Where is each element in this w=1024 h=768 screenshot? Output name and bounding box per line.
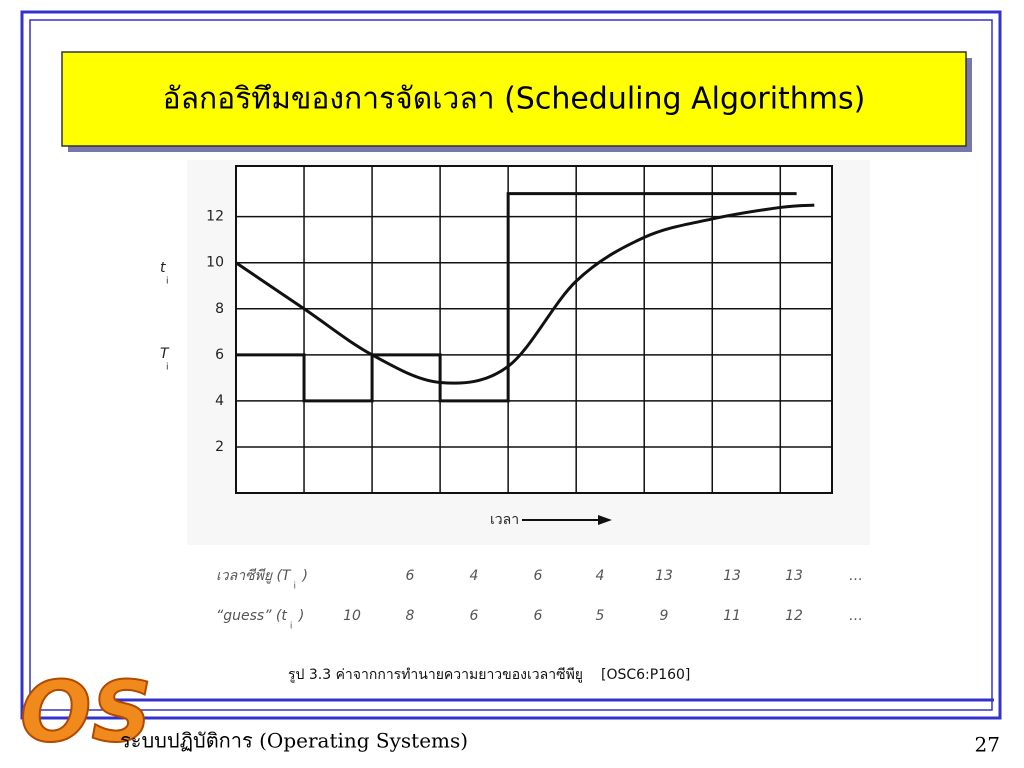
table-cell: 13 [655,568,673,584]
row-label: เวลาซีพียู (T [216,568,292,584]
data-line [236,192,797,403]
row-label: “guess” (t [216,608,287,624]
y-tick-label: 12 [206,209,224,225]
table-cell: 8 [406,608,415,624]
slide-border [20,10,1002,720]
y-tick-label: 2 [215,439,224,455]
table-cell: 10 [343,608,361,624]
table-cell: 9 [660,608,669,624]
page-number: 27 [975,733,1000,757]
table-cell: 6 [534,568,543,584]
table-cell: 4 [596,568,605,584]
table-cell: … [849,568,863,584]
table-cell: 6 [470,608,479,624]
row-label-subscript: i [290,622,293,632]
table-cell: 12 [785,608,803,624]
table-cell: 5 [596,608,605,624]
table-cell: 11 [723,608,741,624]
x-arrow-head [598,515,612,525]
y-label-subscript: i [166,277,169,287]
table-cell: … [849,608,863,624]
row-label-suffix: ) [298,608,304,624]
data-line [235,203,815,385]
y-tick-label: 6 [215,347,224,363]
slide-border-inner [29,19,993,711]
footer-text: ระบบปฏิบัติการ (Operating Systems) [120,729,468,753]
row-label-suffix: ) [301,568,307,584]
plot-frame [235,165,833,494]
table-cell: 13 [723,568,741,584]
y-label: t [160,260,166,276]
caption-source: [OSC6:P160] [601,667,690,683]
y-label-subscript: i [166,363,169,373]
logo: OS [20,663,152,761]
table-cell: 4 [470,568,479,584]
y-tick-label: 8 [215,301,224,317]
table-cell: 13 [785,568,803,584]
table-cell: 6 [534,608,543,624]
y-tick-label: 4 [215,393,224,409]
table-cell: 6 [406,568,415,584]
slide-title: อัลกอริทึมของการจัดเวลา (Scheduling Algo… [163,82,866,117]
x-label: เวลา [490,512,519,528]
caption: รูป 3.3 ค่าจากการทำนายความยาวของเวลาซีพี… [288,667,583,683]
row-label-subscript: i [293,582,296,592]
title-box [61,51,967,147]
y-tick-label: 10 [206,255,224,271]
y-label: T [160,346,170,362]
